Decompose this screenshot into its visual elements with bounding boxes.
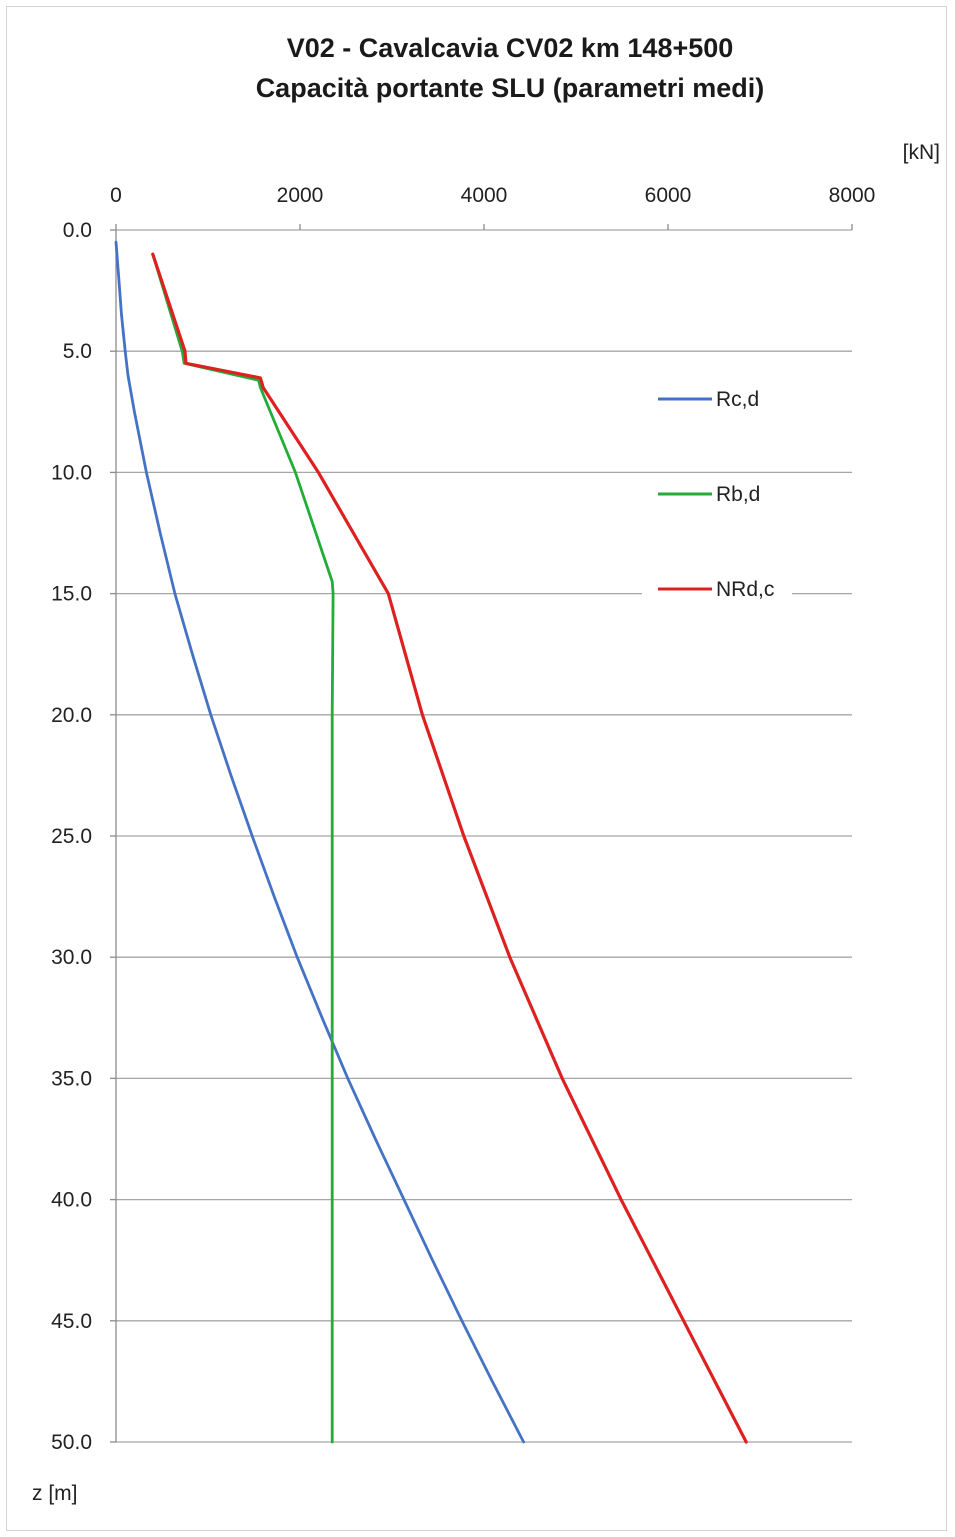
series-line-nrd-c xyxy=(151,252,748,1444)
x-axis-unit: [kN] xyxy=(903,141,940,164)
chart-frame xyxy=(6,6,947,1531)
series-line-rb-d xyxy=(151,252,335,1444)
x-tick-label: 2000 xyxy=(277,184,324,207)
y-tick-label: 5.0 xyxy=(63,340,92,363)
chart-subtitle: Capacità portante SLU (parametri medi) xyxy=(256,73,765,103)
y-tick-label: 45.0 xyxy=(51,1310,92,1333)
y-tick-label: 0.0 xyxy=(63,219,92,242)
y-tick-label: 20.0 xyxy=(51,704,92,727)
legend-label: Rb,d xyxy=(716,483,760,506)
y-tick-label: 40.0 xyxy=(51,1189,92,1212)
y-tick-label: 15.0 xyxy=(51,583,92,606)
y-tick-label: 25.0 xyxy=(51,825,92,848)
chart-title: V02 - Cavalcavia CV02 km 148+500 xyxy=(287,33,734,63)
x-tick-label: 4000 xyxy=(461,184,508,207)
y-tick-label: 35.0 xyxy=(51,1067,92,1090)
x-tick-label: 0 xyxy=(110,184,122,207)
legend-label: Rc,d xyxy=(716,388,759,411)
x-tick-label: 8000 xyxy=(829,184,876,207)
x-tick-label: 6000 xyxy=(645,184,692,207)
y-tick-label: 50.0 xyxy=(51,1431,92,1454)
y-axis-label: z [m] xyxy=(32,1482,78,1505)
y-tick-label: 10.0 xyxy=(51,461,92,484)
series-line-rc-d xyxy=(114,240,525,1444)
y-tick-label: 30.0 xyxy=(51,946,92,969)
legend-label: NRd,c xyxy=(716,578,774,601)
